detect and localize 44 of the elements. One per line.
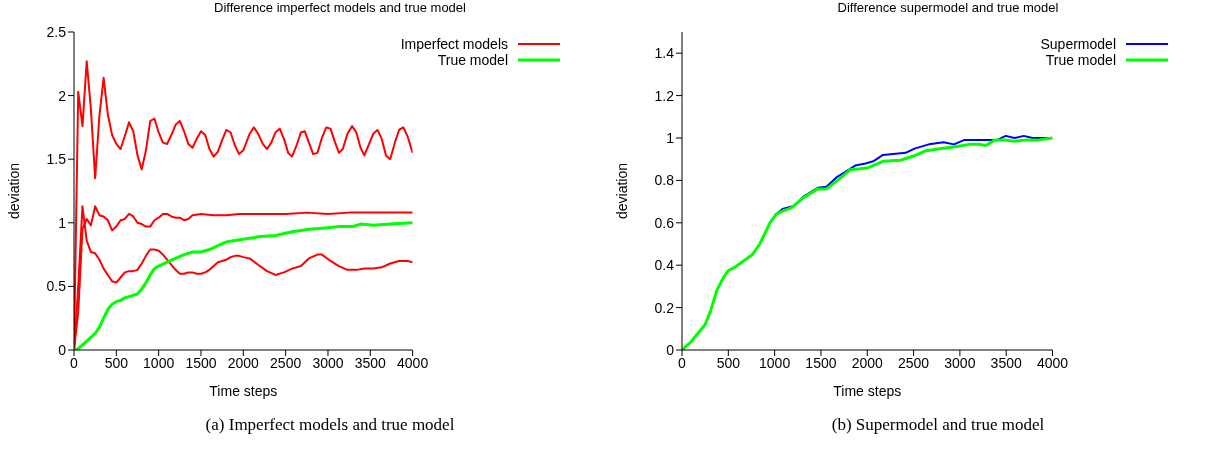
legend-label: Imperfect models xyxy=(400,36,508,52)
x-axis-title: Time steps xyxy=(833,383,902,399)
legend-label: Supermodel xyxy=(1040,36,1116,52)
y-tick-label: 2 xyxy=(58,87,67,104)
y-tick-label: 2.5 xyxy=(46,23,67,40)
y-tick-label: 1.4 xyxy=(654,45,675,62)
x-tick-label: 3000 xyxy=(312,354,344,371)
x-tick-label: 3500 xyxy=(354,354,387,371)
chart-title: Difference supermodel and true model xyxy=(836,0,1060,17)
y-tick-label: 1 xyxy=(666,129,675,146)
x-tick-label: 2000 xyxy=(227,354,260,371)
y-tick-label: 0.8 xyxy=(654,172,675,189)
legend-label: True model xyxy=(1045,52,1116,68)
y-tick-label: 0.4 xyxy=(654,257,675,274)
x-tick-label: 500 xyxy=(104,354,129,371)
y-tick-label: 0.2 xyxy=(654,299,675,316)
x-tick-label: 4000 xyxy=(1036,354,1069,371)
y-axis-title: deviation xyxy=(5,162,22,220)
y-tick-label: 0 xyxy=(666,341,675,358)
x-tick-label: 3500 xyxy=(990,354,1022,371)
text: (b) Supermodel and true model xyxy=(830,415,1046,435)
x-tick-label: 2500 xyxy=(270,354,302,371)
y-axis-title: deviation xyxy=(613,162,630,220)
x-tick-label: 4000 xyxy=(397,354,429,371)
x-axis-title: Time steps xyxy=(209,383,278,399)
x-tick-label: 0 xyxy=(70,354,79,371)
y-tick-label: 1 xyxy=(58,214,67,231)
x-tick-label: 3000 xyxy=(944,354,976,371)
x-tick-label: 1500 xyxy=(805,354,837,371)
x-tick-label: 1000 xyxy=(143,354,175,371)
chart-title: Difference imperfect models and true model xyxy=(213,0,467,17)
text: (a) Imperfect models and true model xyxy=(204,415,456,435)
x-tick-label: 2000 xyxy=(851,354,884,371)
y-tick-label: 1.5 xyxy=(46,151,67,168)
x-tick-label: 2500 xyxy=(897,354,930,371)
x-tick-label: 1000 xyxy=(759,354,791,371)
y-tick-label: 1.2 xyxy=(654,87,675,104)
x-tick-label: 0 xyxy=(678,354,687,371)
x-tick-label: 500 xyxy=(716,354,741,371)
y-tick-label: 0.6 xyxy=(654,214,675,231)
y-tick-label: 0 xyxy=(58,341,67,358)
legend-label: True model xyxy=(437,52,508,68)
y-tick-label: 0.5 xyxy=(46,278,67,295)
x-tick-label: 1500 xyxy=(185,354,217,371)
